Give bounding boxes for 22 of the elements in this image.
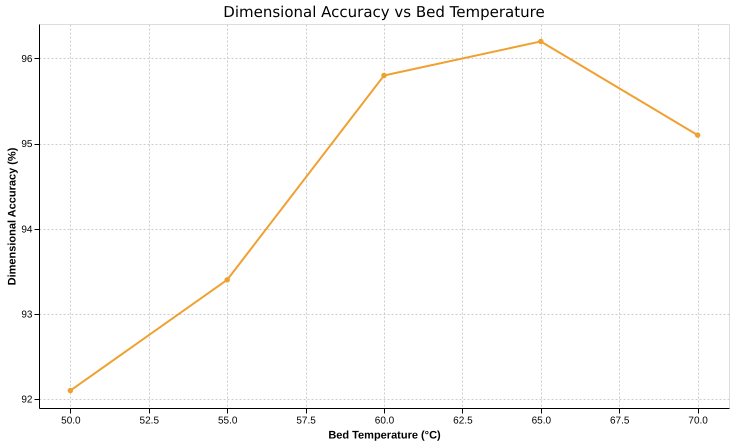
y-axis-title: Dimensional Accuracy (%) — [6, 147, 18, 286]
point — [224, 277, 230, 283]
x-tick-label: 67.5 — [610, 416, 630, 426]
x-tick-label: 62.5 — [453, 416, 474, 426]
x-tick-label: 60.0 — [374, 416, 395, 426]
y-tick-label: 94 — [21, 224, 33, 236]
x-tick-label: 52.5 — [140, 416, 160, 426]
y-tick-label: 93 — [21, 309, 33, 320]
y-tick-label: 95 — [21, 139, 33, 150]
x-tick-label: 50.0 — [61, 416, 82, 426]
x-tick-label: 70.0 — [688, 416, 708, 426]
x-tick-label: 65.0 — [532, 416, 552, 426]
point — [694, 132, 700, 138]
point — [381, 72, 387, 78]
x-tick-label: 57.5 — [296, 416, 316, 426]
point — [538, 38, 544, 44]
y-tick-label: 92 — [21, 394, 33, 406]
point — [68, 388, 74, 394]
y-tick-label: 96 — [21, 54, 33, 65]
x-tick-label: 55.0 — [218, 416, 238, 426]
chart-title: Dimensional Accuracy vs Bed Temperature — [223, 3, 545, 21]
x-axis-title: Bed Temperature (°C) — [328, 430, 442, 442]
